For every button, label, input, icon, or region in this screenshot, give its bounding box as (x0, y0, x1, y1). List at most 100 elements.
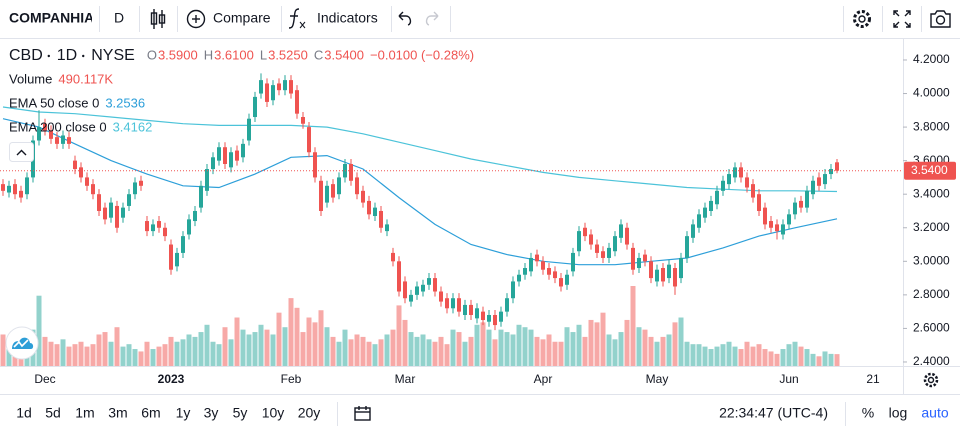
candle-body (133, 182, 137, 195)
range-button[interactable]: 3m (108, 405, 127, 421)
volume-bar (0, 334, 6, 366)
candle-body (745, 177, 749, 188)
compare-icon[interactable] (186, 9, 206, 29)
candle-body (571, 252, 575, 272)
candle-body (319, 180, 323, 211)
ohlc-key: C (314, 47, 323, 62)
candle-body (667, 264, 671, 279)
range-button[interactable]: 3y (204, 405, 219, 421)
indicators-button[interactable]: Indicators (317, 10, 378, 26)
range-button[interactable]: 20y (298, 405, 321, 421)
redo-button[interactable] (425, 11, 439, 26)
candle-body (703, 207, 707, 218)
candle-body (253, 96, 257, 118)
candle-body (823, 174, 827, 185)
candle-body (439, 291, 443, 302)
volume-bar (276, 312, 282, 366)
candle-body (697, 214, 701, 228)
candle-body (433, 278, 437, 292)
volume-bar (204, 324, 210, 366)
x-tick-label: Dec (34, 372, 55, 386)
volume-bar (648, 336, 654, 366)
candle-body (169, 244, 173, 270)
volume-bar (102, 332, 108, 366)
range-button[interactable]: 10y (262, 405, 285, 421)
candle-body (265, 83, 269, 102)
date-range-button[interactable] (354, 406, 371, 421)
volume-bar (336, 341, 342, 366)
volume-bar (66, 346, 72, 366)
candle-body (523, 268, 527, 275)
range-button[interactable]: 1m (75, 405, 94, 421)
volume-bar (642, 329, 648, 366)
candle-body (175, 252, 179, 267)
candle-body (277, 83, 281, 91)
percent-toggle[interactable]: % (862, 405, 874, 421)
candle-body (691, 224, 695, 238)
y-tick-label: 2.8000 (913, 287, 950, 301)
legend-interval: 1D (57, 47, 77, 64)
volume-bar (612, 339, 618, 366)
candle-body (217, 147, 221, 161)
volume-bar (78, 341, 84, 366)
candle-body (799, 200, 803, 208)
volume-bar (600, 312, 606, 366)
log-toggle[interactable]: log (889, 405, 908, 421)
x-tick-label: Feb (281, 372, 302, 386)
candle-body (79, 167, 83, 178)
candle-body (415, 286, 419, 295)
volume-bar (768, 351, 774, 366)
candle-body (499, 311, 503, 322)
candle-body (97, 194, 101, 211)
time-axis-settings[interactable] (923, 372, 939, 388)
screenshot-button[interactable] (930, 10, 951, 28)
range-button[interactable]: 5d (45, 405, 61, 421)
candle-body (445, 298, 449, 309)
range-button[interactable]: 1y (176, 405, 191, 421)
volume-bar (192, 336, 198, 366)
range-button[interactable]: 1d (16, 405, 32, 421)
range-button[interactable]: 5y (233, 405, 248, 421)
candle-body (673, 268, 677, 287)
candle-body (535, 254, 539, 262)
candle-body (163, 227, 167, 237)
candle-body (55, 137, 59, 144)
volume-bar (150, 349, 156, 366)
symbol-search[interactable]: COMPANHIA (9, 10, 94, 26)
volume-bar (456, 332, 462, 366)
interval[interactable]: D (114, 10, 124, 26)
collapse-legend-button[interactable] (9, 142, 34, 162)
candle-body (199, 185, 203, 208)
volume-bar (486, 329, 492, 366)
ohlc-key: H (204, 47, 213, 62)
volume-bar (264, 329, 270, 366)
candle-body (25, 177, 29, 195)
candle-body (409, 294, 413, 302)
range-button[interactable]: 6m (141, 405, 160, 421)
candle-body (757, 194, 761, 211)
candle-body (289, 80, 293, 94)
volume-bar (384, 334, 390, 366)
candle-body (127, 194, 131, 206)
compare-button[interactable]: Compare (213, 10, 271, 26)
candle-body (403, 281, 407, 299)
candle-body (487, 314, 491, 322)
volume-bar (498, 329, 504, 366)
undo-button[interactable] (398, 11, 412, 26)
volume-bar (828, 353, 834, 366)
volume-bar (90, 344, 96, 366)
auto-toggle[interactable]: auto (921, 405, 948, 421)
volume-bar (540, 339, 546, 366)
candle-body (235, 150, 239, 161)
fullscreen-button[interactable] (893, 10, 911, 28)
settings-button[interactable] (853, 10, 871, 28)
indicators-icon[interactable] (288, 8, 306, 29)
candle-body (301, 117, 305, 124)
volume-bar (228, 339, 234, 366)
volume-bar (594, 322, 600, 366)
volume-bar (738, 349, 744, 366)
candle-body (631, 247, 635, 270)
candle-body (37, 127, 41, 141)
tradingview-logo[interactable] (5, 326, 39, 360)
chart-type-icon[interactable] (150, 9, 166, 29)
